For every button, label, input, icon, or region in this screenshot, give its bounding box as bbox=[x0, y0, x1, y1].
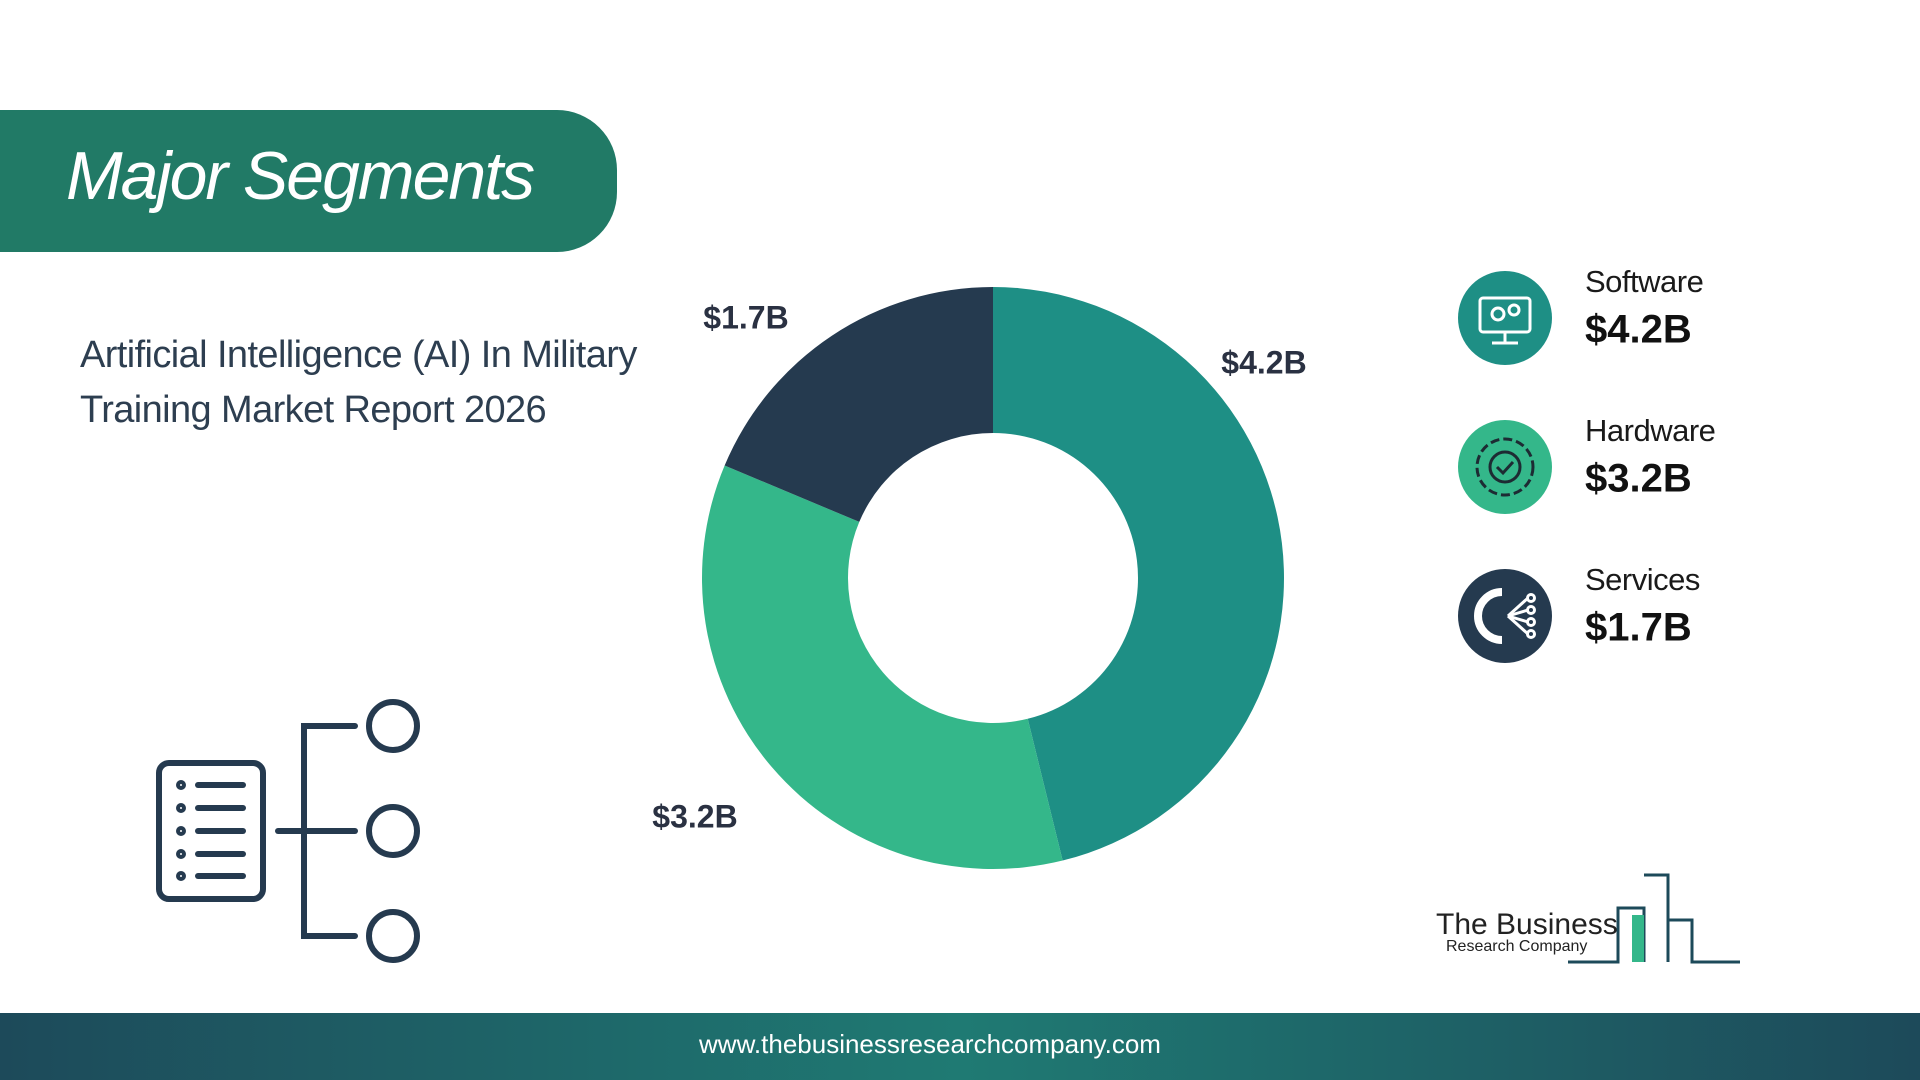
legend-value: $1.7B bbox=[1585, 606, 1692, 650]
glyph-part bbox=[1526, 617, 1536, 627]
glyph-part bbox=[1495, 460, 1515, 476]
glyph-part bbox=[1526, 593, 1536, 603]
glyph-part bbox=[1488, 450, 1522, 484]
logo: The Business Research Company bbox=[1436, 873, 1740, 964]
legend-icon bbox=[1458, 569, 1552, 663]
donut-segment bbox=[702, 465, 1063, 869]
glyph-part bbox=[1506, 596, 1530, 618]
icon-glyph bbox=[1478, 296, 1532, 345]
glyph-part bbox=[1506, 614, 1530, 636]
data-label: $3.2B bbox=[652, 798, 737, 834]
footer-url[interactable]: www.thebusinessresearchcompany.com bbox=[698, 1029, 1161, 1059]
subtitle: Artificial Intelligence (AI) In Military… bbox=[80, 334, 637, 431]
legend-label: Software bbox=[1585, 264, 1703, 299]
document-icon bbox=[156, 699, 420, 963]
glyph-part bbox=[1475, 437, 1535, 497]
title-banner bbox=[0, 110, 617, 252]
data-label: $4.2B bbox=[1221, 344, 1306, 380]
data-label: $1.7B bbox=[703, 299, 788, 335]
legend-value: $3.2B bbox=[1585, 457, 1692, 501]
donut-segment bbox=[993, 287, 1285, 861]
footer-bar bbox=[0, 1013, 1920, 1080]
icon-glyph bbox=[1474, 588, 1536, 644]
icon-glyph bbox=[1475, 437, 1535, 497]
glyph-part bbox=[1474, 588, 1503, 644]
logo-name: The Business bbox=[1436, 908, 1618, 941]
logo-subname: Research Company bbox=[1446, 938, 1587, 955]
glyph-part bbox=[1507, 608, 1529, 618]
legend-label: Hardware bbox=[1585, 413, 1715, 448]
chart-title: Major Segments bbox=[66, 138, 534, 214]
legend-icon bbox=[1458, 271, 1552, 365]
donut-segment bbox=[724, 287, 993, 522]
glyph-part bbox=[1526, 629, 1536, 639]
glyph-part bbox=[1507, 303, 1521, 317]
legend-icon bbox=[1458, 420, 1552, 514]
glyph-part bbox=[1490, 306, 1506, 322]
glyph-part bbox=[1526, 605, 1536, 615]
legend-label: Services bbox=[1585, 562, 1700, 597]
legend-value: $4.2B bbox=[1585, 308, 1692, 352]
